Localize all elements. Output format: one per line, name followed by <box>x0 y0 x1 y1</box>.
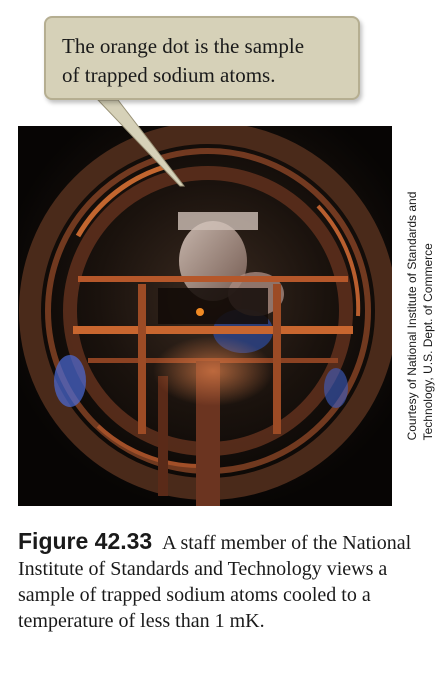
sodium-sample-dot <box>196 308 204 316</box>
figure-label: Figure 42.33 <box>18 528 153 554</box>
photo-credit-line-1: Courtesy of National Institute of Standa… <box>405 191 419 441</box>
lab-photograph <box>18 126 392 506</box>
photo-illustration <box>19 126 392 506</box>
figure-caption: Figure 42.33 A staff member of the Natio… <box>18 528 438 634</box>
callout-line-2: of trapped sodium atoms. <box>62 63 276 87</box>
photo-credit-line-2: Technology, U.S. Dept. of Commerce <box>421 243 435 441</box>
photo-credit: Courtesy of National Institute of Standa… <box>404 192 436 441</box>
callout-line-1: The orange dot is the sample <box>62 34 305 58</box>
caption-text: A staff member of the National Institute… <box>18 532 412 632</box>
callout-box: The orange dot is the sample of trapped … <box>44 16 360 100</box>
